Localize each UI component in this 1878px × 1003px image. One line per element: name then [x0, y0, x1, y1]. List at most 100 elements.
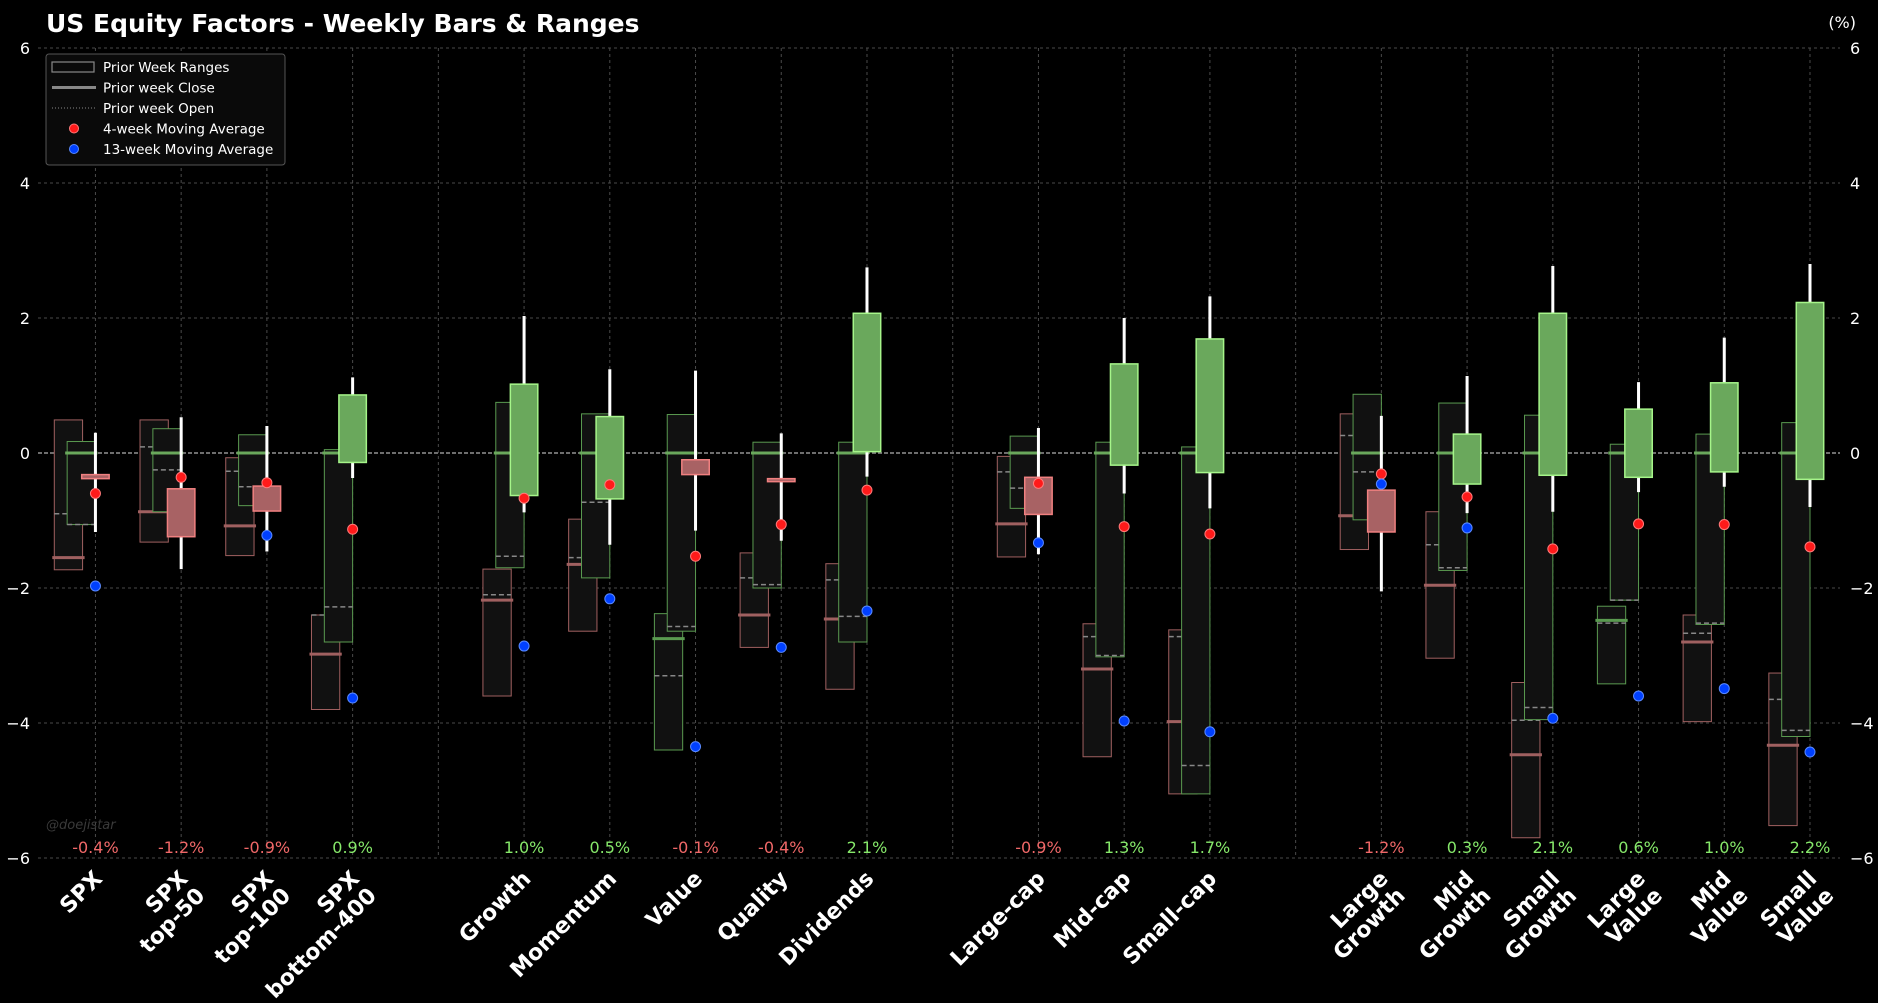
y-tick-label-right: 6 — [1850, 39, 1860, 58]
prior-week-range-box — [1095, 441, 1125, 658]
ma4-point — [89, 488, 101, 499]
change-label: 0.9% — [332, 838, 373, 857]
category-mid-cap — [1081, 318, 1139, 758]
change-label: -0.4% — [72, 838, 118, 857]
prior-week-range-box — [66, 441, 96, 526]
legend-label: 13-week Moving Average — [103, 142, 273, 158]
ma13-point — [604, 593, 616, 605]
ma13-point — [518, 640, 530, 652]
candle-body — [1538, 312, 1568, 477]
prior-week-range-box — [323, 449, 354, 643]
y-tick-label-left: −4 — [6, 714, 30, 733]
candle-body — [1195, 338, 1225, 474]
category-label: SmallGrowth — [1483, 867, 1582, 966]
category-large-cap — [995, 428, 1053, 558]
ma4-point — [261, 477, 273, 489]
ma13-point — [861, 605, 873, 617]
candle-body — [1109, 363, 1139, 466]
y-tick-label-right: −6 — [1850, 849, 1874, 868]
candle-body — [338, 394, 368, 464]
legend-blue-dot-icon — [69, 144, 79, 154]
two-weeks-range-box — [1596, 605, 1627, 685]
y-tick-label-right: 2 — [1850, 309, 1860, 328]
change-label: 2.1% — [1532, 838, 1573, 857]
legend-frame — [45, 53, 286, 166]
legend-label: 4-week Moving Average — [103, 122, 265, 138]
category-label: Quality — [713, 867, 794, 948]
change-label: 0.3% — [1447, 838, 1488, 857]
ma13-point — [1375, 478, 1387, 490]
category-label-line: Value — [641, 867, 707, 933]
y-tick-label-right: 4 — [1850, 174, 1860, 193]
category-large-value — [1595, 382, 1654, 702]
category-spx-bottom-400 — [309, 377, 368, 710]
y-tick-label-left: 2 — [20, 309, 30, 328]
category-label-line: Mid-cap — [1049, 867, 1136, 954]
legend-box-icon — [51, 61, 95, 73]
category-label: SPX — [55, 867, 107, 919]
category-small-growth — [1509, 266, 1568, 839]
category-label-line: Growth — [455, 867, 537, 949]
ma4-point — [690, 550, 702, 562]
change-label: -1.2% — [158, 838, 204, 857]
ma4-point — [604, 479, 616, 491]
change-label: -0.1% — [672, 838, 718, 857]
ma4-point — [1718, 519, 1730, 531]
category-spx-top-100 — [223, 426, 282, 557]
y-tick-label-left: 4 — [20, 174, 30, 193]
ma4-point — [1804, 541, 1816, 553]
two-weeks-range-box — [653, 613, 684, 751]
legend-label: Prior week Open — [103, 101, 214, 117]
ma13-point — [1804, 746, 1816, 758]
prior-week-range-box — [1438, 402, 1468, 571]
two-weeks-range-box — [1682, 614, 1712, 723]
ma4-point — [1375, 468, 1387, 480]
ma4-point — [861, 484, 873, 496]
ma13-point — [261, 529, 273, 541]
y-tick-label-right: 0 — [1850, 444, 1860, 463]
category-label: LargeGrowth — [1312, 867, 1411, 966]
category-momentum — [566, 369, 625, 632]
change-label: 1.0% — [504, 838, 545, 857]
prior-week-range-box — [1181, 446, 1211, 795]
prior-week-range-box — [666, 414, 697, 632]
category-label-line: Quality — [713, 867, 794, 948]
candle-body — [595, 415, 625, 500]
series — [52, 264, 1825, 839]
category-quality — [738, 433, 796, 653]
change-label: 1.3% — [1104, 838, 1145, 857]
category-label: Mid-cap — [1049, 867, 1136, 954]
ma4-point — [1204, 528, 1216, 540]
category-small-value — [1766, 264, 1825, 827]
change-label: 2.2% — [1790, 838, 1831, 857]
category-label: LargeValue — [1583, 867, 1667, 951]
ma13-point — [347, 692, 359, 704]
ma13-point — [1718, 683, 1730, 695]
change-label: -0.9% — [244, 838, 290, 857]
candle-body — [1452, 433, 1482, 485]
candle-body — [166, 488, 196, 538]
y-tick-label-right: −2 — [1850, 579, 1874, 598]
y-tick-label-left: 0 — [20, 444, 30, 463]
x-axis: -0.4% SPX -1.2% SPXtop-50 -0.9% SPXtop-100 0.9… — [55, 838, 1839, 1003]
ma13-point — [1118, 715, 1130, 727]
category-spx-top-50 — [138, 417, 196, 570]
ma13-point — [89, 580, 101, 592]
ma4-point — [1461, 491, 1473, 503]
ma13-point — [775, 641, 787, 653]
category-mid-growth — [1423, 376, 1482, 659]
y-axis: 6 6 4 4 2 2 0 0 −2 −2 −4 −4 −6 −6 — [6, 39, 1873, 868]
watermark: @doejistar — [46, 818, 117, 833]
y-tick-label-left: −6 — [6, 849, 30, 868]
candle-body — [852, 312, 882, 453]
change-label: 1.0% — [1704, 838, 1745, 857]
legend-label: Prior Week Ranges — [103, 60, 229, 76]
category-label: SPXtop-50 — [118, 867, 210, 959]
candle-body — [509, 383, 539, 497]
category-dividends — [823, 267, 882, 690]
ma4-point — [1547, 543, 1559, 555]
change-label: 1.7% — [1190, 838, 1231, 857]
candle-body — [80, 473, 110, 480]
y-tick-label-left: 6 — [20, 39, 30, 58]
